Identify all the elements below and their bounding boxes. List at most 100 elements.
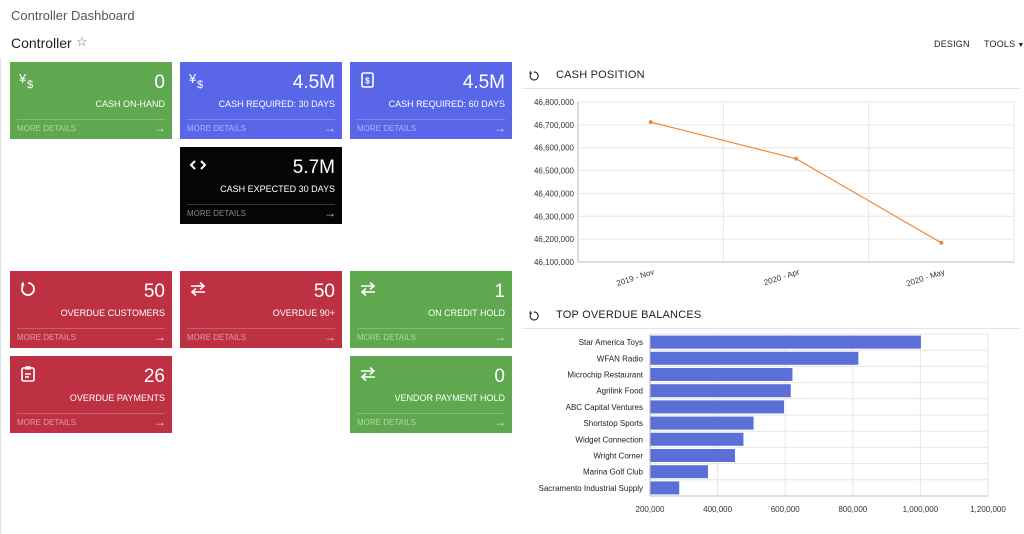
yen-dollar-icon: ¥ $ bbox=[19, 71, 33, 89]
bar bbox=[650, 335, 921, 349]
tile-cash-required-60[interactable]: $ 4.5M CASH REQUIRED: 60 DAYS MORE DETAI… bbox=[350, 62, 512, 139]
arrow-right-icon[interactable]: → bbox=[494, 121, 506, 135]
clipboard-icon bbox=[21, 366, 35, 382]
more-details-link[interactable]: MORE DETAILS bbox=[187, 124, 246, 133]
tile-value: 0 bbox=[494, 366, 505, 387]
tile-overdue-payments[interactable]: 26 OVERDUE PAYMENTS MORE DETAILS → bbox=[10, 356, 172, 433]
tile-label: CASH EXPECTED 30 DAYS bbox=[220, 184, 335, 194]
x-tick-label: 800,000 bbox=[838, 505, 867, 514]
top-overdue-chart: 200,000 400,000 600,000 800,000 1,000,000 1,2… bbox=[539, 333, 1006, 514]
tools-menu-button[interactable]: TOOLS ▼ bbox=[984, 39, 1024, 49]
x-tick-label: 1,200,000 bbox=[970, 505, 1006, 514]
tile-value: 1 bbox=[494, 281, 505, 302]
x-tick-label: 1,000,000 bbox=[903, 505, 939, 514]
tile-label: OVERDUE PAYMENTS bbox=[69, 393, 165, 403]
tile-label: ON CREDIT HOLD bbox=[428, 308, 505, 318]
tile-value: 4.5M bbox=[462, 72, 505, 93]
bar bbox=[650, 481, 680, 495]
tile-value: 5.7M bbox=[292, 157, 335, 178]
tools-label: TOOLS bbox=[984, 39, 1016, 49]
bar bbox=[650, 465, 708, 479]
tile-label: OVERDUE CUSTOMERS bbox=[60, 308, 165, 318]
top-overdue-header: TOP OVERDUE BALANCES bbox=[522, 306, 1018, 330]
arrow-right-icon[interactable]: → bbox=[324, 121, 336, 135]
tile-label: CASH REQUIRED: 60 DAYS bbox=[388, 99, 505, 109]
divider bbox=[357, 119, 505, 120]
tile-overdue-90[interactable]: 50 OVERDUE 90+ MORE DETAILS → bbox=[180, 271, 342, 348]
tile-on-credit-hold[interactable]: 1 ON CREDIT HOLD MORE DETAILS → bbox=[350, 271, 512, 348]
bar bbox=[650, 449, 735, 462]
more-details-link[interactable]: MORE DETAILS bbox=[17, 333, 76, 342]
tile-cash-required-30[interactable]: ¥ $ 4.5M CASH REQUIRED: 30 DAYS MORE DETA… bbox=[180, 62, 342, 139]
svg-text:$: $ bbox=[197, 79, 203, 89]
tile-value: 26 bbox=[143, 366, 165, 387]
data-point bbox=[794, 156, 798, 161]
arrow-right-icon[interactable]: → bbox=[324, 330, 336, 344]
dashboard-title: Controller bbox=[11, 35, 72, 51]
favorite-star-icon[interactable]: ☆ bbox=[76, 34, 88, 49]
tile-cash-on-hand[interactable]: ¥ $ 0 CASH ON-HAND MORE DETAILS → bbox=[10, 62, 172, 139]
x-tick-label: 2019 - Nov bbox=[615, 267, 655, 288]
tile-cash-expected-30[interactable]: 5.7M CASH EXPECTED 30 DAYS MORE DETAILS … bbox=[180, 147, 342, 224]
category-label: ABC Capital Ventures bbox=[566, 403, 643, 412]
refresh-icon[interactable] bbox=[528, 310, 540, 322]
tile-value: 0 bbox=[154, 72, 165, 93]
arrow-right-icon[interactable]: → bbox=[494, 330, 506, 344]
more-details-link[interactable]: MORE DETAILS bbox=[357, 333, 416, 342]
category-label: Wright Corner bbox=[593, 452, 643, 461]
page-title: Controller Dashboard bbox=[11, 8, 135, 23]
bar bbox=[650, 384, 791, 398]
x-tick-label: 600,000 bbox=[771, 505, 800, 514]
divider bbox=[17, 119, 165, 120]
tile-overdue-customers[interactable]: 50 OVERDUE CUSTOMERS MORE DETAILS → bbox=[10, 271, 172, 348]
more-details-link[interactable]: MORE DETAILS bbox=[17, 124, 76, 133]
svg-text:$: $ bbox=[27, 79, 33, 89]
divider bbox=[522, 328, 1020, 329]
arrow-right-icon[interactable]: → bbox=[154, 415, 166, 429]
divider bbox=[187, 119, 335, 120]
more-details-link[interactable]: MORE DETAILS bbox=[357, 124, 416, 133]
category-label: Sacramento Industrial Supply bbox=[539, 484, 644, 493]
category-label: Widget Connection bbox=[575, 435, 643, 444]
x-tick-label: 2020 - May bbox=[905, 267, 946, 288]
y-tick-label: 46,400,000 bbox=[534, 189, 575, 198]
arrow-right-icon[interactable]: → bbox=[154, 330, 166, 344]
more-details-link[interactable]: MORE DETAILS bbox=[357, 418, 416, 427]
yen-dollar-icon: ¥ $ bbox=[189, 71, 203, 89]
cash-position-header: CASH POSITION bbox=[522, 66, 1018, 90]
bar bbox=[650, 368, 793, 381]
tile-label: CASH ON-HAND bbox=[95, 99, 165, 109]
more-details-link[interactable]: MORE DETAILS bbox=[187, 333, 246, 342]
code-brackets-icon bbox=[189, 160, 207, 170]
tile-value: 50 bbox=[143, 281, 165, 302]
arrow-right-icon[interactable]: → bbox=[494, 415, 506, 429]
bar bbox=[650, 400, 785, 414]
y-tick-label: 46,200,000 bbox=[534, 235, 575, 244]
x-tick-label: 2020 - Apr bbox=[763, 267, 801, 287]
x-tick-label: 200,000 bbox=[636, 505, 665, 514]
y-tick-label: 46,800,000 bbox=[534, 98, 575, 107]
svg-text:$: $ bbox=[365, 77, 370, 86]
refresh-icon[interactable] bbox=[528, 70, 540, 82]
y-tick-label: 46,100,000 bbox=[534, 258, 575, 267]
divider bbox=[0, 58, 1, 534]
top-overdue-title: TOP OVERDUE BALANCES bbox=[556, 309, 702, 321]
category-label: Marina Golf Club bbox=[583, 468, 644, 477]
cash-position-title: CASH POSITION bbox=[556, 69, 645, 81]
category-label: Agrilink Food bbox=[596, 387, 643, 396]
divider bbox=[187, 328, 335, 329]
design-button[interactable]: DESIGN bbox=[934, 39, 970, 49]
arrow-right-icon[interactable]: → bbox=[324, 206, 336, 220]
arrow-right-icon[interactable]: → bbox=[154, 121, 166, 135]
more-details-link[interactable]: MORE DETAILS bbox=[17, 418, 76, 427]
tile-vendor-payment-hold[interactable]: 0 VENDOR PAYMENT HOLD MORE DETAILS → bbox=[350, 356, 512, 433]
caret-down-icon: ▼ bbox=[1017, 42, 1024, 49]
category-label: Star America Toys bbox=[579, 338, 643, 347]
transfer-icon bbox=[360, 366, 376, 382]
refresh-icon bbox=[20, 281, 35, 296]
y-tick-label: 46,700,000 bbox=[534, 121, 575, 130]
tile-value: 4.5M bbox=[292, 72, 335, 93]
more-details-link[interactable]: MORE DETAILS bbox=[187, 209, 246, 218]
tile-label: VENDOR PAYMENT HOLD bbox=[394, 393, 505, 403]
y-tick-label: 46,300,000 bbox=[534, 212, 575, 221]
